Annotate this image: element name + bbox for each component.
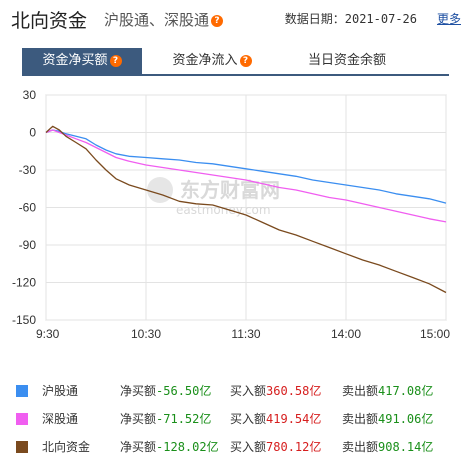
buy-value: 419.54亿: [266, 412, 322, 426]
y-tick-label: 0: [29, 126, 36, 140]
series-line-sh: [45, 129, 447, 204]
y-tick-label: -120: [12, 276, 36, 290]
x-tick-label: 11:30: [231, 327, 260, 341]
legend-buy: 买入额780.12亿: [230, 433, 321, 461]
net-label: 净买额: [120, 440, 157, 454]
legend-name: 深股通: [42, 412, 79, 426]
legend-buy: 买入额419.54亿: [230, 405, 321, 433]
x-tick-label: 15:00: [420, 327, 450, 341]
series-layer: [45, 125, 447, 294]
buy-value: 780.12亿: [266, 440, 322, 454]
watermark-icon: [147, 177, 173, 203]
net-label: 净买额: [120, 412, 157, 426]
legend-swatch: [16, 385, 28, 397]
x-tick-label: 10:30: [131, 327, 161, 341]
data-date: 数据日期：2021-07-26: [285, 10, 417, 27]
sell-value: 491.06亿: [378, 412, 434, 426]
date-label: 数据日期：: [284, 12, 345, 26]
help-icon[interactable]: ?: [211, 14, 224, 27]
sell-value: 908.14亿: [378, 440, 434, 454]
legend-swatch: [16, 413, 28, 425]
x-tick-label: 14:00: [331, 327, 361, 341]
sell-label: 卖出额: [342, 384, 379, 398]
date-value: 2021-07-26: [344, 12, 417, 26]
legend-net: 净买额-128.02亿: [120, 433, 219, 461]
tab-net-inflow[interactable]: 资金净流入?: [162, 48, 262, 74]
legend-sell: 卖出额417.08亿: [342, 377, 433, 405]
subtitle-text: 沪股通、深股通: [104, 11, 210, 29]
sell-label: 卖出额: [342, 440, 379, 454]
y-tick-label: -60: [19, 201, 37, 215]
net-value: -56.50亿: [156, 384, 212, 398]
tab-net-buy-label: 资金净买额: [42, 53, 108, 68]
buy-value: 360.58亿: [266, 384, 322, 398]
net-label: 净买额: [120, 384, 157, 398]
buy-label: 买入额: [230, 440, 267, 454]
legend-net: 净买额-71.52亿: [120, 405, 211, 433]
legend-name: 沪股通: [42, 384, 79, 398]
y-tick-label: -90: [19, 238, 37, 252]
sell-value: 417.08亿: [378, 384, 434, 398]
more-link[interactable]: 更多: [436, 12, 461, 26]
tab-balance[interactable]: 当日资金余额: [292, 48, 402, 74]
tab-underline: [22, 74, 449, 76]
help-icon[interactable]: ?: [239, 54, 252, 67]
legend-row-sz: 深股通 净买额-71.52亿 买入额419.54亿 卖出额491.06亿: [10, 405, 461, 433]
watermark-cn: 东方财富网: [180, 178, 280, 202]
watermark-en: eastmoney.com: [176, 203, 271, 217]
legend-net: 净买额-56.50亿: [120, 377, 211, 405]
legend-swatch: [16, 441, 28, 453]
header: 北向资金 沪股通、深股通? 数据日期：2021-07-26 更多: [0, 0, 471, 40]
legend-buy: 买入额360.58亿: [230, 377, 321, 405]
help-icon[interactable]: ?: [109, 54, 122, 67]
net-value: -128.02亿: [156, 440, 219, 454]
series-line-north: [45, 125, 447, 294]
series-line-sz: [45, 129, 447, 223]
legend-sell: 卖出额491.06亿: [342, 405, 433, 433]
sell-label: 卖出额: [342, 412, 379, 426]
y-tick-label: 30: [23, 88, 37, 102]
y-tick-label: -150: [12, 313, 36, 327]
tab-bar: 资金净买额? 资金净流入? 当日资金余额: [22, 48, 462, 74]
tab-net-inflow-label: 资金净流入: [172, 53, 238, 68]
line-chart: 东方财富网 eastmoney.com 30 0 -30 -60 -90 -120 -150…: [12, 88, 450, 341]
legend-sell: 卖出额908.14亿: [342, 433, 433, 461]
page-title: 北向资金: [11, 10, 88, 32]
net-value: -71.52亿: [156, 412, 212, 426]
x-tick-label: 9:30: [36, 327, 60, 341]
buy-label: 买入额: [230, 384, 267, 398]
legend: 沪股通 净买额-56.50亿 买入额360.58亿 卖出额417.08亿 深股通…: [10, 377, 461, 461]
buy-label: 买入额: [230, 412, 267, 426]
tab-balance-label: 当日资金余额: [307, 53, 386, 68]
legend-name: 北向资金: [42, 440, 91, 454]
legend-row-sh: 沪股通 净买额-56.50亿 买入额360.58亿 卖出额417.08亿: [10, 377, 461, 405]
legend-row-north: 北向资金 净买额-128.02亿 买入额780.12亿 卖出额908.14亿: [10, 433, 461, 461]
y-tick-label: -30: [19, 163, 37, 177]
tab-net-buy[interactable]: 资金净买额?: [22, 48, 142, 74]
page-subtitle: 沪股通、深股通?: [104, 9, 224, 30]
